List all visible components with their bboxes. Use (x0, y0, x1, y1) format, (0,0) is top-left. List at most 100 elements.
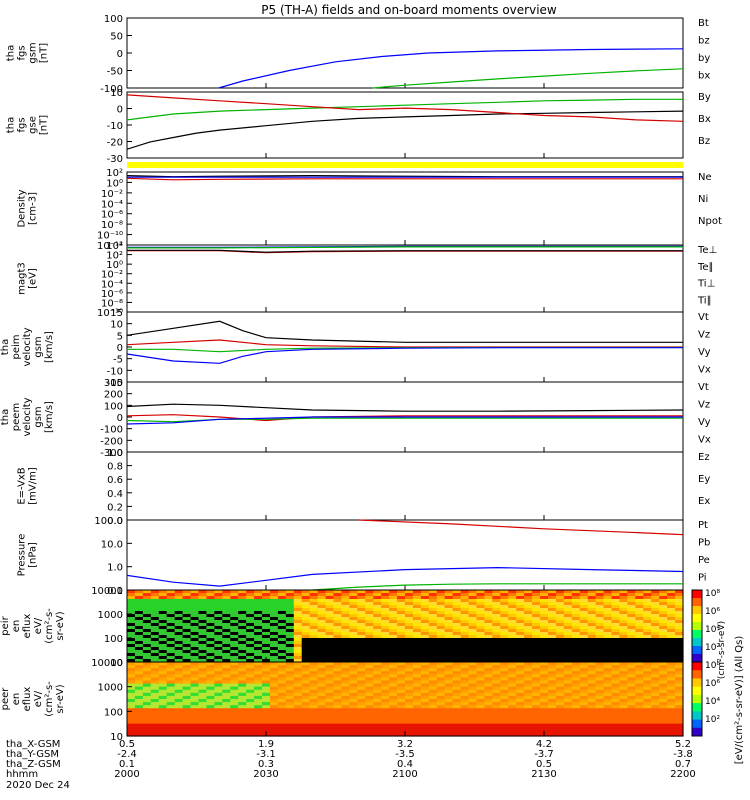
ephemeris-value: 4.2 (536, 739, 552, 750)
panel-ylabel: thafgsgse[nT] (6, 115, 50, 135)
ytick-label: -10 (107, 366, 123, 377)
panel-frame (126, 91, 684, 159)
ephemeris-value: 0.4 (397, 759, 413, 770)
ylabel-line: E=-VxB (17, 467, 28, 504)
ephemeris-value: 2030 (253, 769, 278, 780)
ylabel-line: [nT] (39, 43, 50, 63)
ephemeris-value: 1.9 (258, 739, 274, 750)
ytick-label: 10000 (91, 658, 123, 669)
legend-Pi: Pi (698, 573, 707, 584)
legend-Pt: Pt (698, 520, 708, 531)
colorbar-segment (692, 678, 702, 688)
series-Vx (126, 347, 683, 364)
ylabel-line: peir (0, 615, 11, 635)
colorbar-tick: 10⁶ (705, 607, 720, 617)
panel-frame (126, 244, 684, 313)
series-Vy (126, 417, 683, 423)
figure-title: P5 (TH-A) fields and on-board moments ov… (261, 3, 557, 17)
panel-fgs-gse: 10 0 -10 -20 -30 thafgsgse[nT] By Bx Bz (6, 88, 711, 165)
ytick-label: -15 (107, 378, 123, 389)
legend-Ti∥: Ti∥ (697, 295, 712, 306)
ytick-label: 10⁴ (106, 241, 123, 252)
date-label: 2020 Dec 24 (6, 780, 70, 791)
legend-Ey: Ey (698, 474, 710, 485)
ytick-label: 15 (110, 308, 123, 319)
ylabel-line: peer (0, 687, 11, 711)
ytick-label: 0 (117, 343, 123, 354)
ytick-label: 10000 (91, 586, 123, 597)
ytick-label: 10⁻¹² (97, 241, 123, 252)
ytick-label: 0 (117, 49, 123, 60)
colorbar: 10⁸ 10⁶ 10⁴ 10² 10⁸ 10⁶ 10⁴ 10² [eV/(cm²-s-sr-eV… (691, 589, 745, 764)
ytick-label: 0.6 (107, 475, 123, 486)
ytick-label: 0.1 (107, 586, 123, 597)
series-Te∥ (127, 249, 683, 253)
ephemeris-value: 2130 (531, 769, 556, 780)
legend-Vy: Vy (698, 347, 711, 358)
ytick-label: 100 (104, 634, 123, 645)
legend-Te∥: Te∥ (697, 262, 714, 273)
ylabel-line: Density (17, 189, 28, 227)
ephemeris-value: 2100 (392, 769, 417, 780)
ylabel-line: en (11, 693, 22, 706)
ytick-label: -300 (100, 448, 123, 459)
ephemeris-value: -3.8 (673, 749, 693, 760)
ylabel-line: (cm²-s- (44, 608, 55, 644)
ytick-label: 50 (110, 32, 123, 43)
legend-Ez: Ez (698, 452, 710, 463)
ytick-label: 100.0 (94, 516, 123, 527)
ylabel-line: tha (6, 45, 17, 61)
colorbar-tick: 10² (705, 643, 720, 653)
ytick-label: 10⁻⁸ (101, 220, 123, 231)
ytick-label: -30 (107, 154, 123, 165)
ytick-label: 10⁻¹⁰ (97, 231, 123, 242)
colorbar-segment (692, 694, 702, 704)
colorbar-segment (692, 606, 702, 615)
colorbar-frame (691, 661, 703, 737)
ytick-label: 10⁻⁸ (101, 298, 123, 309)
colorbar-segment (692, 727, 702, 737)
ytick-label: 100 (104, 707, 123, 718)
series-Vx (126, 416, 683, 425)
legend-Bz: Bz (698, 136, 710, 147)
legend-Npot: Npot (698, 216, 722, 227)
panel-ylabel: Density[cm-3] (17, 189, 39, 227)
legend-Pe: Pe (698, 555, 710, 566)
ytick-label: 5 (117, 331, 123, 342)
colorbar-tick: 10² (705, 715, 720, 725)
ytick-label: 10 (110, 732, 123, 743)
ylabel-line: velocity (22, 327, 33, 366)
quality-flag-bar (127, 162, 683, 168)
ytick-label: -100 (100, 84, 123, 95)
colorbar-segment (692, 590, 702, 599)
ytick-label: 10 (110, 88, 123, 99)
ylabel-line: eflux (22, 687, 33, 712)
ytick-label: 0 (117, 413, 123, 424)
ytick-label: -200 (100, 436, 123, 447)
colorbar-tick: 10⁶ (705, 679, 720, 689)
ytick-label: 10⁻² (101, 189, 123, 200)
series-Ni (126, 174, 683, 178)
ephemeris-value: 3.2 (397, 739, 413, 750)
legend-Vy: Vy (698, 417, 711, 428)
series-Pi (126, 566, 684, 587)
ytick-label: -50 (107, 67, 123, 78)
ylabel-line: fgs (17, 117, 28, 132)
ytick-label: 0.4 (107, 489, 123, 500)
ytick-label: 0.0 (107, 516, 123, 527)
ytick-label: 0 (117, 105, 123, 116)
legend-Vz: Vz (698, 330, 710, 341)
ylabel-line: eV/ (33, 690, 44, 707)
series-Vt (126, 320, 683, 343)
ytick-label: 10⁻⁴ (101, 279, 123, 290)
series-Ti∥ (127, 246, 683, 249)
panel-frame (126, 17, 684, 89)
panel-ylabel: magt3[eV] (17, 262, 39, 295)
series-Pe (312, 583, 683, 591)
colorbar-tick: 10⁸ (705, 661, 720, 671)
series-Pt (358, 519, 684, 536)
legend-Ne: Ne (698, 172, 712, 183)
ytick-label: -10 (107, 121, 123, 132)
ylabel-line: sr-eV) (55, 611, 66, 640)
ytick-label: 10⁰ (106, 178, 123, 189)
